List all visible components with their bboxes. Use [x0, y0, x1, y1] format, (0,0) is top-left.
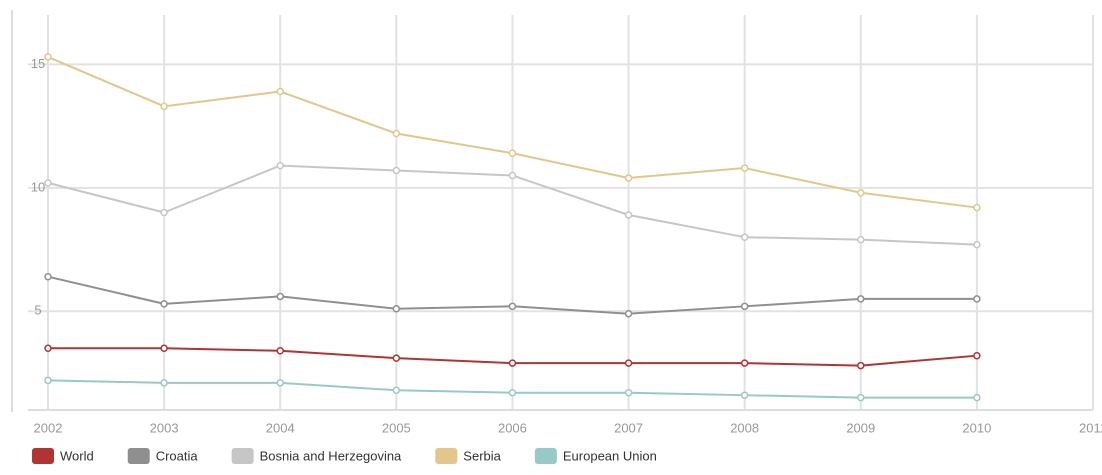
point — [740, 359, 749, 367]
point — [740, 233, 749, 241]
legend-label: European Union — [563, 448, 657, 463]
point — [624, 388, 633, 397]
point — [508, 171, 517, 180]
point — [44, 272, 52, 281]
x-tick-label: 2010 — [962, 420, 991, 435]
point — [740, 164, 749, 172]
point — [857, 361, 865, 370]
legend-swatch — [127, 448, 150, 464]
point — [276, 379, 284, 387]
legend-label: Bosnia and Herzegovina — [260, 448, 402, 463]
point — [508, 388, 517, 397]
point — [392, 129, 401, 138]
legend-swatch — [231, 448, 254, 464]
x-tick-label: 2004 — [266, 420, 295, 435]
point — [276, 87, 284, 96]
y-tick-label: 15 — [31, 56, 45, 71]
point — [624, 211, 633, 219]
point — [624, 309, 633, 318]
point — [160, 102, 168, 111]
point — [624, 174, 633, 182]
point — [508, 359, 517, 367]
point — [392, 354, 401, 362]
point — [44, 344, 52, 353]
point — [508, 149, 517, 157]
legend-swatch — [534, 448, 557, 464]
point — [160, 208, 168, 217]
point — [973, 240, 981, 249]
y-tick-label: 5 — [34, 303, 41, 318]
point — [740, 302, 749, 311]
y-tick-label: 10 — [31, 179, 45, 194]
point — [624, 359, 633, 367]
x-tick-label: 2007 — [614, 420, 643, 435]
point — [973, 351, 981, 360]
legend-swatch — [435, 448, 458, 464]
point — [392, 166, 401, 175]
legend-label: World — [60, 448, 94, 463]
legend-label: Serbia — [463, 448, 501, 463]
point — [392, 305, 401, 313]
point — [973, 203, 981, 212]
point — [160, 300, 168, 308]
x-tick-label: 2009 — [846, 420, 875, 435]
point — [392, 386, 401, 394]
point — [44, 376, 52, 385]
point — [740, 391, 749, 399]
point — [508, 302, 517, 311]
x-tick-label: 2008 — [730, 420, 759, 435]
point — [973, 393, 981, 402]
x-tick-label: 2005 — [382, 420, 411, 435]
x-tick-label: 2006 — [498, 420, 527, 435]
x-tick-label: 2011 — [1079, 420, 1102, 435]
point — [44, 179, 52, 187]
x-tick-label: 2003 — [150, 420, 179, 435]
point — [857, 235, 865, 244]
point — [160, 379, 168, 387]
point — [276, 347, 284, 355]
legend-swatch — [32, 448, 54, 464]
legend-label: Croatia — [156, 448, 199, 463]
point — [276, 292, 284, 301]
point — [44, 53, 52, 61]
point — [160, 344, 168, 353]
point — [276, 161, 284, 170]
x-tick-label: 2002 — [34, 420, 63, 435]
point — [973, 295, 981, 303]
point — [857, 189, 865, 197]
point — [857, 295, 865, 303]
point — [857, 393, 865, 402]
